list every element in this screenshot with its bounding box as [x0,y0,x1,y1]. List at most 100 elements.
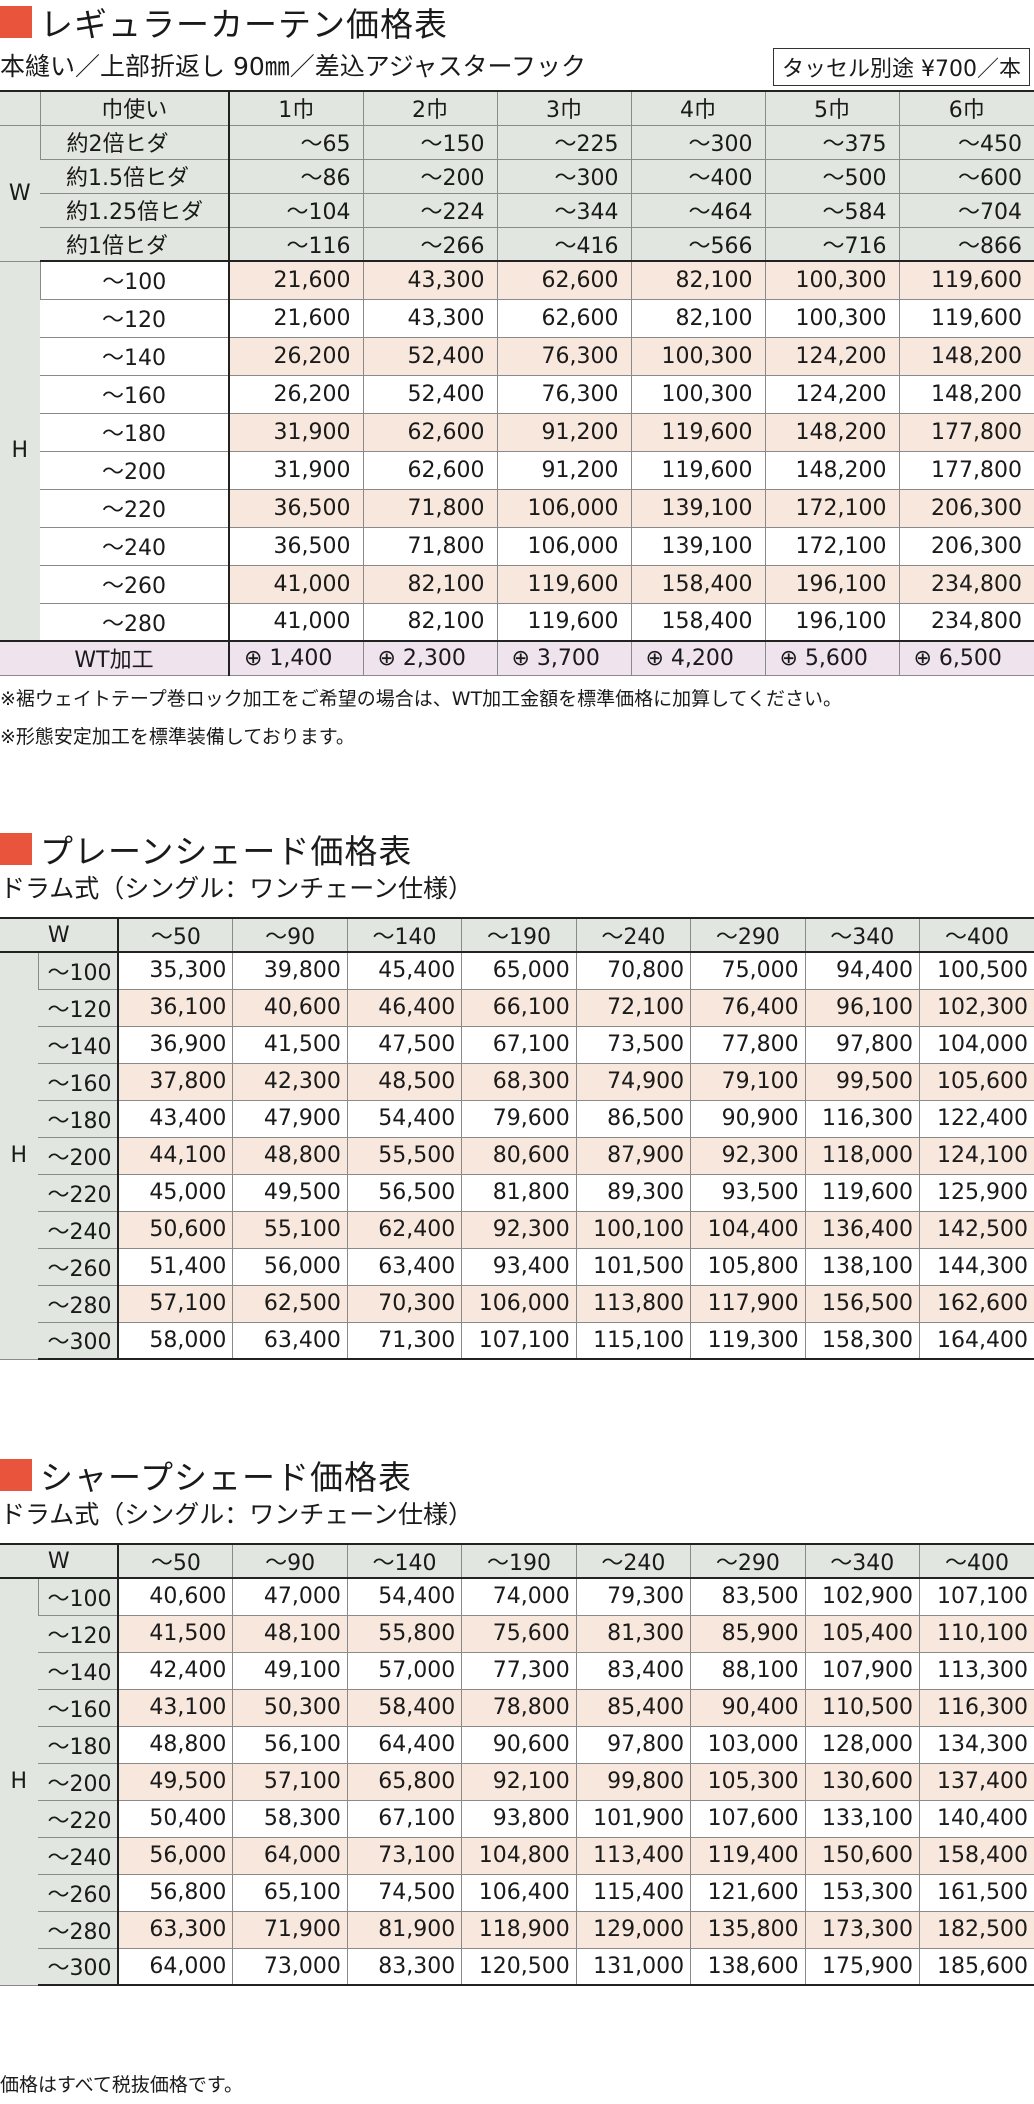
column-header: ～240 [575,917,691,953]
column-header: ～400 [919,917,1034,953]
price-cell: 45,400 [346,952,462,990]
price-cell: 100,300 [764,299,899,338]
row-label: ～280 [38,1911,119,1949]
price-cell: 106,000 [496,489,631,528]
w-label: W [0,917,119,953]
price-cell: 76,300 [496,337,631,376]
column-header: ～190 [461,917,577,953]
price-cell: 137,400 [919,1763,1034,1801]
table-row: ～300 64,000 73,000 83,300 120,500 131,000 138,… [0,1948,1034,1986]
price-cell: 62,600 [362,413,497,452]
price-cell: 76,300 [496,375,631,414]
price-cell: 62,400 [346,1211,462,1249]
column-header: ～50 [117,1543,233,1579]
price-cell: 119,600 [898,299,1034,338]
price-cell: 99,800 [575,1763,691,1801]
price-cell: 133,100 [804,1800,920,1838]
wt-value: ⊕ 4,200 [630,640,765,676]
price-cell: 113,400 [575,1837,691,1875]
price-cell: 78,800 [461,1689,577,1727]
price-cell: 62,600 [362,451,497,490]
w-cell: ～566 [630,227,765,262]
price-cell: 50,600 [117,1211,233,1249]
price-cell: 119,600 [630,413,765,452]
table-row: ～160 37,800 42,300 48,500 68,300 74,900 79,100… [0,1063,1034,1101]
price-cell: 36,900 [117,1026,233,1064]
table-row: ～280 63,300 71,900 81,900 118,900 129,000 135,… [0,1911,1034,1949]
price-cell: 128,000 [804,1726,920,1764]
h-row: ～260 41,000 82,100 119,600 158,400 196,100 234… [0,565,1034,604]
price-cell: 90,400 [690,1689,806,1727]
price-cell: 96,100 [804,989,920,1027]
price-cell: 54,400 [346,1578,462,1616]
price-cell: 91,200 [496,413,631,452]
w-cell: ～65 [228,125,363,160]
price-cell: 73,500 [575,1026,691,1064]
price-cell: 162,600 [919,1285,1034,1323]
price-cell: 21,600 [228,299,363,338]
h-row: ～240 36,500 71,800 106,000 139,100 172,100 206… [0,527,1034,566]
plain-title-row: プレーンシェード価格表 [0,827,1034,871]
price-cell: 107,900 [804,1652,920,1690]
price-cell: 74,500 [346,1874,462,1912]
price-cell: 70,300 [346,1285,462,1323]
plain-shade-section: プレーンシェード価格表 ドラム式（シングル：ワンチェーン仕様） W ～50 ～90 ～… [0,827,1034,1360]
price-cell: 40,600 [232,989,348,1027]
wt-value: ⊕ 2,300 [362,640,497,676]
w-cell: ～225 [496,125,631,160]
price-cell: 71,800 [362,489,497,528]
price-cell: 139,100 [630,527,765,566]
table-row: ～140 36,900 41,500 47,500 67,100 73,500 77,800… [0,1026,1034,1064]
price-cell: 77,800 [690,1026,806,1064]
price-cell: 118,000 [804,1137,920,1175]
row-label: ～140 [38,1026,119,1064]
w-cell: ～86 [228,159,363,194]
h-side-label: H [0,261,40,642]
regular-notes: ※裾ウェイトテープ巻ロック加工をご希望の場合は、WT加工金額を標準価格に加算して… [0,680,1034,756]
price-cell: 65,800 [346,1763,462,1801]
price-cell: 89,300 [575,1174,691,1212]
row-label: ～200 [38,1137,119,1175]
price-cell: 105,800 [690,1248,806,1286]
price-cell: 71,900 [232,1911,348,1949]
table-row: ～260 51,400 56,000 63,400 93,400 101,500 105,8… [0,1248,1034,1286]
price-cell: 68,300 [461,1063,577,1101]
regular-title-row: レギュラーカーテン価格表 [0,0,1034,44]
w-row-label: 約2倍ヒダ [39,125,229,160]
price-cell: 64,400 [346,1726,462,1764]
price-cell: 40,600 [117,1578,233,1616]
price-cell: 117,900 [690,1285,806,1323]
price-cell: 49,100 [232,1652,348,1690]
price-cell: 49,500 [232,1174,348,1212]
price-cell: 46,400 [346,989,462,1027]
price-cell: 35,300 [117,952,233,990]
column-header: ～340 [804,1543,920,1579]
price-cell: 119,600 [804,1174,920,1212]
price-cell: 119,600 [898,261,1034,300]
h-row: ～180 31,900 62,600 91,200 119,600 148,200 177,… [0,413,1034,452]
price-cell: 93,500 [690,1174,806,1212]
price-cell: 116,300 [919,1689,1034,1727]
column-header: ～190 [461,1543,577,1579]
table-row: ～220 45,000 49,500 56,500 81,800 89,300 93,500… [0,1174,1034,1212]
price-cell: 144,300 [919,1248,1034,1286]
price-cell: 42,400 [117,1652,233,1690]
price-cell: 134,300 [919,1726,1034,1764]
table-row: H ～100 40,600 47,000 54,400 74,000 79,300 83,50… [0,1578,1034,1986]
price-cell: 91,200 [496,451,631,490]
price-cell: 55,800 [346,1615,462,1653]
title-square-icon [0,833,32,865]
price-cell: 119,300 [690,1322,806,1360]
price-cell: 48,800 [117,1726,233,1764]
price-cell: 62,600 [496,261,631,300]
price-cell: 105,600 [919,1063,1034,1101]
price-cell: 93,400 [461,1248,577,1286]
price-cell: 106,000 [496,527,631,566]
table-row: ～300 58,000 63,400 71,300 107,100 115,100 119,… [0,1322,1034,1360]
price-cell: 124,200 [764,375,899,414]
price-cell: 87,900 [575,1137,691,1175]
price-cell: 50,300 [232,1689,348,1727]
sharp-title-row: シャープシェード価格表 [0,1453,1034,1497]
price-cell: 113,800 [575,1285,691,1323]
price-cell: 58,300 [232,1800,348,1838]
